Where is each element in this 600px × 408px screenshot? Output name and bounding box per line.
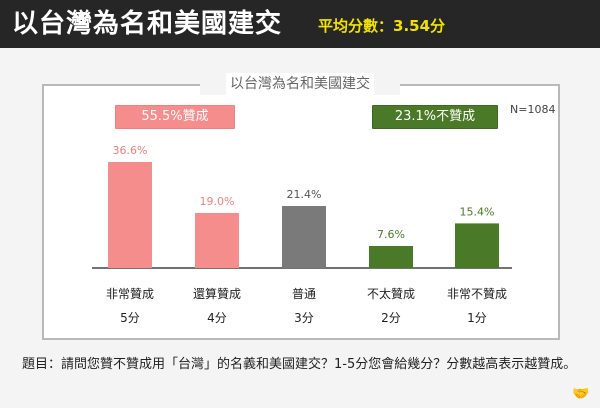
bar-value-label: 19.0% bbox=[200, 195, 235, 208]
bar-value-label: 21.4% bbox=[287, 188, 322, 201]
category-label: 還算贊成 bbox=[193, 286, 241, 301]
bar-4 bbox=[369, 245, 413, 268]
chart-title-wrap: 以台灣為名和美國建交 bbox=[200, 73, 400, 95]
average-score: 平均分數：3.54分 bbox=[318, 17, 446, 35]
bar-1 bbox=[108, 162, 152, 268]
score-label: 4分 bbox=[207, 311, 227, 325]
bar-value-label: 7.6% bbox=[377, 228, 405, 241]
bar-2 bbox=[195, 212, 239, 268]
approve-badge: 55.5%贊成 bbox=[115, 105, 235, 129]
handshake-icon: 🤝 bbox=[572, 386, 590, 402]
bar-value-label: 36.6% bbox=[113, 144, 148, 157]
page-title: 以台灣為名和美國建交 bbox=[12, 9, 283, 39]
bar-5 bbox=[455, 223, 499, 268]
score-label: 1分 bbox=[467, 311, 487, 325]
bar-3 bbox=[282, 206, 326, 268]
category-label: 非常不贊成 bbox=[447, 287, 507, 301]
footnote: 題目：請問您贊不贊成用「台灣」的名義和美國建交？1-5分您會給幾分？分數越高表示… bbox=[22, 357, 577, 372]
sample-size: N=1084 bbox=[510, 103, 556, 116]
category-label: 不太贊成 bbox=[367, 286, 415, 301]
header-bar: 以台灣為名和美國建交 平均分數：3.54分 bbox=[0, 0, 600, 48]
score-label: 2分 bbox=[381, 311, 401, 325]
chart-title: 以台灣為名和美國建交 bbox=[226, 73, 374, 95]
score-label: 5分 bbox=[120, 311, 140, 325]
category-label: 非常贊成 bbox=[106, 287, 154, 301]
category-label: 普通 bbox=[292, 287, 316, 301]
score-label: 3分 bbox=[294, 311, 314, 325]
disapprove-badge: 23.1%不贊成 bbox=[372, 105, 498, 129]
bar-value-label: 15.4% bbox=[460, 205, 495, 218]
